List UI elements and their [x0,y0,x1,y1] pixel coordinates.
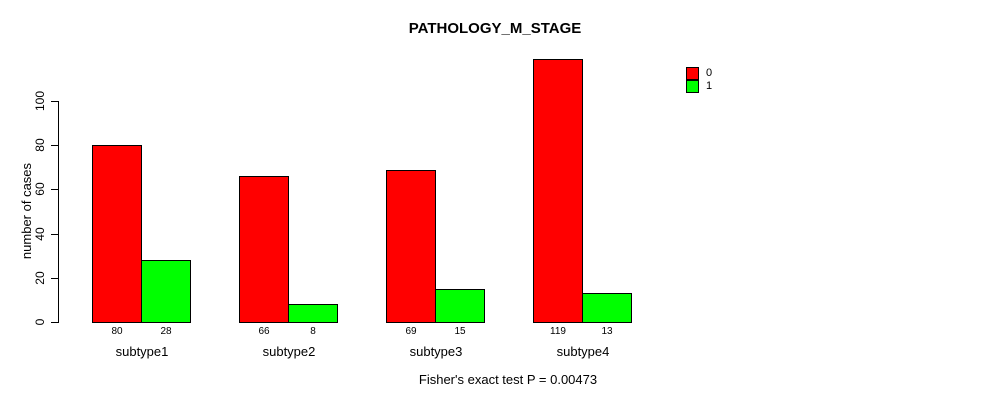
bar-value-label: 119 [550,326,566,337]
y-axis-tick [51,322,58,323]
bar-subtype2-series0 [239,176,289,323]
bar-value-label: 13 [601,326,613,337]
bar-subtype4-series0 [533,59,583,323]
bar-subtype1-series1 [141,260,191,323]
chart-title: PATHOLOGY_M_STAGE [408,20,582,37]
y-axis-tick-label: 0 [33,318,47,326]
x-category-label: subtype1 [115,344,169,359]
legend-swatch-icon [686,67,699,80]
legend-swatch-icon [686,80,699,93]
x-category-label: subtype3 [409,344,463,359]
y-axis-tick-label: 40 [33,227,47,241]
legend-label: 0 [706,67,713,79]
y-axis-tick-label: 80 [33,138,47,152]
legend-item-0: 0 [686,67,712,80]
y-axis-tick [51,234,58,235]
bar-value-label: 80 [111,326,123,337]
y-axis-tick [51,189,58,190]
bar-subtype1-series0 [92,145,142,323]
bar-value-label: 15 [454,326,466,337]
y-axis-label: number of cases [19,162,34,260]
bar-value-label: 69 [405,326,417,337]
bar-subtype2-series1 [288,304,338,323]
y-axis-tick [51,278,58,279]
y-axis-tick-label: 20 [33,271,47,285]
legend-item-1: 1 [686,80,712,93]
y-axis-tick [51,101,58,102]
bar-value-label: 66 [258,326,270,337]
bar-subtype4-series1 [582,293,632,323]
x-category-label: subtype2 [262,344,316,359]
y-axis-tick [51,145,58,146]
footer-annotation: Fisher's exact test P = 0.00473 [418,372,598,387]
y-axis-tick-label: 60 [33,182,47,196]
legend-label: 1 [706,80,713,92]
bar-value-label: 28 [160,326,172,337]
y-axis-tick-label: 100 [33,90,47,112]
y-axis [58,101,59,323]
bar-value-label: 8 [310,326,316,337]
bar-subtype3-series1 [435,289,485,323]
bar-subtype3-series0 [386,170,436,323]
x-category-label: subtype4 [556,344,610,359]
